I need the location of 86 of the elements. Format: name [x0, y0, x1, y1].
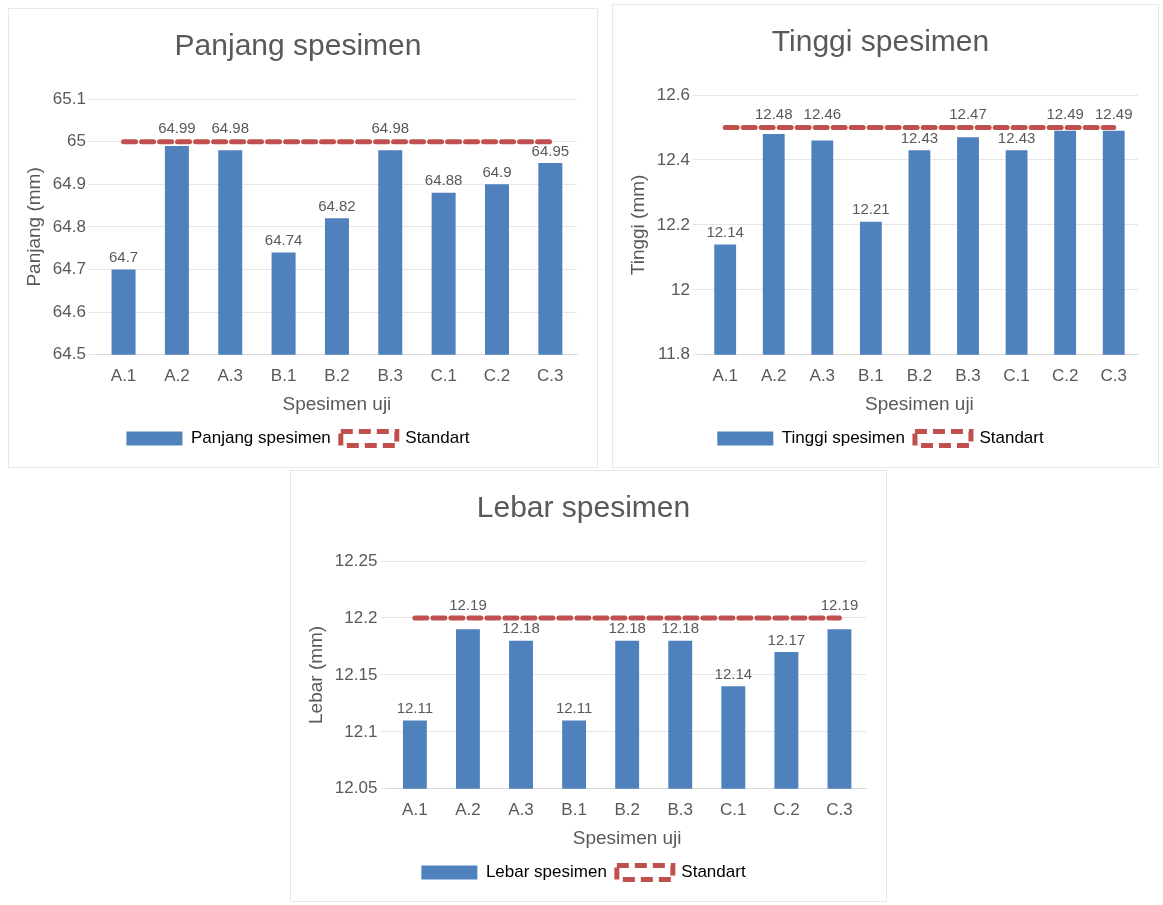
- y-axis-title: Lebar (mm): [304, 625, 326, 724]
- legend-label: Standart: [681, 862, 746, 882]
- legend-label: Standart: [405, 428, 470, 448]
- data-label: 64.95: [531, 141, 570, 159]
- y-tick-label: 11.8: [658, 344, 690, 364]
- x-tick-label: B.3: [667, 799, 694, 819]
- x-tick-label: A.1: [402, 799, 428, 819]
- x-tick-label: B.1: [858, 365, 884, 385]
- x-tick-label: A.3: [217, 365, 244, 385]
- y-tick-label: 12.2: [656, 214, 690, 234]
- x-tick-label: C.1: [720, 799, 747, 819]
- legend-label: Standart: [979, 428, 1044, 448]
- chart-title: Tinggi spesimen: [771, 24, 990, 58]
- data-label: 12.43: [900, 128, 939, 146]
- y-tick-label: 64.6: [52, 301, 86, 321]
- y-tick-label: 12.25: [334, 550, 378, 570]
- data-label: 12.18: [502, 619, 540, 637]
- data-label: 12.19: [449, 595, 487, 613]
- y-tick-label: 64.7: [52, 259, 86, 279]
- x-tick-label: B.2: [324, 365, 350, 385]
- data-label: 64.7: [108, 248, 139, 266]
- chart-title: Panjang spesimen: [174, 28, 422, 62]
- y-axis-title: Panjang (mm): [22, 167, 44, 287]
- y-tick-label: 12: [670, 279, 690, 299]
- data-label: 64.98: [211, 119, 250, 137]
- data-label: 12.11: [555, 699, 593, 717]
- x-tick-label: A.1: [712, 365, 738, 385]
- x-tick-label: B.3: [377, 365, 404, 385]
- x-tick-label: C.1: [430, 365, 457, 385]
- y-tick-label: 65.1: [52, 88, 86, 108]
- x-tick-label: C.3: [537, 365, 564, 385]
- data-label: 12.43: [997, 128, 1036, 146]
- y-tick-label: 12.6: [656, 84, 690, 104]
- x-tick-label: B.2: [906, 365, 933, 385]
- data-label: 64.9: [482, 162, 512, 180]
- data-label: 12.14: [706, 223, 744, 241]
- data-label: 12.48: [754, 105, 793, 123]
- data-label: 12.19: [820, 595, 859, 613]
- y-tick-label: 65: [66, 131, 86, 151]
- y-tick-label: 12.05: [334, 778, 378, 798]
- x-tick-label: B.2: [614, 799, 640, 819]
- data-label: 12.47: [949, 105, 987, 123]
- x-tick-label: B.1: [561, 799, 587, 819]
- x-tick-label: C.3: [826, 799, 853, 819]
- data-label: 12.46: [803, 105, 842, 123]
- x-tick-label: C.1: [1003, 365, 1030, 385]
- x-tick-label: A.3: [809, 365, 836, 385]
- x-axis-title: Spesimen uji: [865, 392, 974, 414]
- legend-label: Lebar spesimen: [485, 862, 607, 882]
- data-label: 12.17: [767, 630, 806, 648]
- legend-label: Tinggi spesimen: [781, 428, 905, 448]
- x-tick-label: A.2: [164, 365, 190, 385]
- x-tick-label: C.2: [773, 799, 800, 819]
- data-label: 64.82: [318, 197, 356, 215]
- y-axis-title: Tinggi (mm): [626, 174, 648, 276]
- x-axis-title: Spesimen uji: [572, 826, 682, 848]
- data-label: 12.49: [1094, 105, 1133, 123]
- data-label: 12.18: [608, 619, 646, 637]
- y-tick-label: 12.15: [334, 664, 378, 684]
- legend-label: Panjang spesimen: [190, 428, 331, 448]
- y-tick-label: 12.2: [344, 607, 378, 627]
- y-tick-label: 64.5: [52, 344, 86, 364]
- data-label: 12.49: [1046, 105, 1084, 123]
- data-label: 64.74: [264, 231, 303, 249]
- x-tick-label: C.2: [483, 365, 511, 385]
- data-label: 64.88: [424, 171, 463, 189]
- y-tick-label: 64.9: [52, 173, 86, 193]
- data-label: 12.11: [396, 699, 434, 717]
- y-tick-label: 12.4: [656, 149, 690, 169]
- x-axis-title: Spesimen uji: [282, 392, 392, 414]
- x-tick-label: A.2: [455, 799, 481, 819]
- data-label: 12.18: [661, 619, 700, 637]
- x-tick-label: C.3: [1100, 365, 1127, 385]
- x-tick-label: B.3: [955, 365, 981, 385]
- y-tick-label: 12.1: [344, 721, 378, 741]
- x-tick-label: A.2: [760, 365, 787, 385]
- data-label: 64.99: [158, 119, 196, 137]
- x-tick-label: A.3: [508, 799, 534, 819]
- chart-title: Lebar spesimen: [476, 490, 691, 524]
- data-label: 12.21: [852, 200, 890, 218]
- x-tick-label: A.1: [110, 365, 137, 385]
- data-label: 64.98: [371, 119, 410, 137]
- x-tick-label: C.2: [1051, 365, 1079, 385]
- y-tick-label: 64.8: [52, 216, 86, 236]
- x-tick-label: B.1: [270, 365, 297, 385]
- data-label: 12.14: [714, 664, 753, 682]
